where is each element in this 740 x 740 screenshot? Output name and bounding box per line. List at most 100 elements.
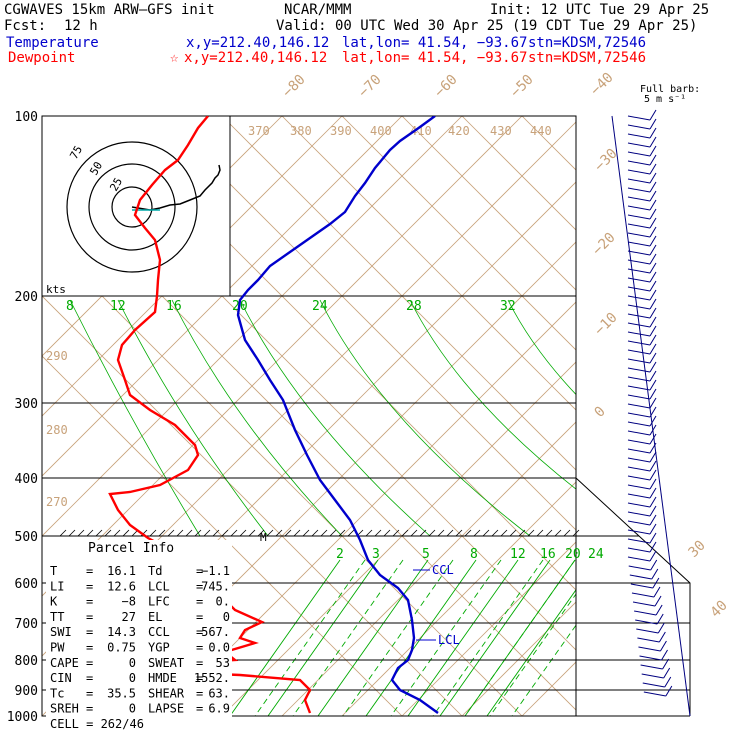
hatch-tick: [122, 529, 130, 537]
dewpoint-station: stn=KDSM,72546: [528, 50, 647, 66]
hatch-tick: [104, 529, 112, 537]
dry-adiabat-line: [221, 116, 576, 471]
mixing-ratio-line: [319, 299, 531, 537]
wind-barb-flag: [649, 370, 657, 382]
wind-barb-flag: [649, 172, 657, 184]
mixing-ratio-line: [171, 299, 343, 537]
hatch-tick: [302, 529, 310, 537]
wind-barb-flag: [665, 685, 673, 697]
wind-barb: [627, 394, 651, 400]
parcel-right-eq: =: [196, 595, 203, 609]
temperature-latlon: lat,lon= 41.54, −93.67: [342, 35, 528, 51]
hatch-tick: [266, 529, 274, 537]
wind-barb: [627, 547, 651, 553]
wind-barb: [627, 493, 651, 499]
parcel-right-eq: =: [196, 579, 203, 593]
theta-label: 430: [490, 124, 512, 138]
wind-barb-flag: [649, 145, 657, 157]
wind-barb-flag: [649, 253, 657, 265]
isotherm-line: [702, 76, 740, 716]
parcel-left-eq: =: [86, 641, 93, 655]
wind-barb-flag: [649, 541, 657, 553]
pressure-label: 900: [15, 684, 38, 699]
wind-barb-flag: [649, 460, 657, 472]
hatch-tick: [401, 529, 409, 537]
mixing-ratio-dashed: [342, 559, 454, 716]
hatch-tick: [464, 529, 472, 537]
isotherm-label: −10: [592, 310, 621, 339]
mixing-ratio-dashed: [511, 624, 576, 716]
wind-barb-flag: [649, 163, 657, 175]
wind-barb: [627, 538, 651, 544]
hatch-tick: [77, 529, 85, 537]
wind-barb-flag: [662, 658, 670, 670]
wind-barb: [627, 430, 651, 436]
wind-barb-flag: [649, 505, 657, 517]
parcel-left-value: 35.5: [107, 686, 136, 700]
parcel-left-key: PW: [50, 641, 65, 655]
wind-barb: [631, 592, 655, 598]
parcel-left-eq: =: [86, 702, 93, 716]
hatch-tick: [536, 529, 544, 537]
wind-barb: [628, 565, 651, 571]
mixing-ratio-dashed: [254, 559, 366, 716]
wind-barb: [627, 520, 651, 526]
wind-barb: [634, 610, 657, 616]
isotherm-label: 30: [686, 538, 709, 561]
wind-barb: [638, 646, 661, 652]
wind-barb: [627, 151, 651, 157]
hodograph-trace: [131, 164, 221, 211]
theta-label: 420: [448, 124, 470, 138]
wind-barb: [627, 403, 651, 409]
wind-barb: [643, 691, 666, 697]
wind-barb-flag: [649, 343, 657, 355]
mixing-ratio-label-lower: 8: [470, 547, 478, 562]
parcel-right-key: YGP: [148, 641, 170, 655]
wind-barb: [627, 340, 651, 346]
wind-barb-flag: [649, 433, 657, 445]
wind-barb: [627, 313, 651, 319]
wind-barb-flag: [649, 415, 657, 427]
hatch-tick: [392, 529, 400, 537]
wind-barb-flag: [649, 190, 657, 202]
hodograph-box: [41, 115, 231, 297]
hatch-tick: [473, 529, 481, 537]
parcel-right-eq: =: [196, 671, 203, 685]
level-marker-m: M: [260, 531, 267, 544]
pressure-label: 400: [15, 472, 38, 487]
theta-label: 380: [290, 124, 312, 138]
wind-barb: [636, 628, 659, 634]
mixing-ratio-label-upper: 12: [110, 299, 126, 314]
parcel-right-value: 0.: [216, 595, 230, 609]
wind-barb: [641, 673, 664, 679]
hatch-tick: [185, 529, 193, 537]
parcel-left-key: SWI: [50, 625, 72, 639]
parcel-left-value: 27: [122, 610, 136, 624]
parcel-right-key: Td: [148, 564, 162, 578]
hatch-tick: [455, 529, 463, 537]
temperature-station: stn=KDSM,72546: [528, 35, 647, 51]
isotherm-line: [161, 301, 576, 716]
hatch-tick: [194, 529, 202, 537]
parcel-panel-bg: [46, 540, 232, 720]
wind-barb: [627, 484, 651, 490]
wind-barb: [627, 304, 651, 310]
isotherm-line: [341, 481, 576, 716]
hatch-tick: [338, 529, 346, 537]
wind-barb-flag: [649, 199, 657, 211]
hatch-tick: [95, 529, 103, 537]
full-barb-label: Full barb:: [640, 84, 701, 95]
isotherm-label: 40: [708, 598, 731, 621]
hatch-tick: [347, 529, 355, 537]
parcel-left-value: −8: [122, 595, 136, 609]
mixing-ratio-dashed: [292, 559, 404, 716]
parcel-right-eq: =: [196, 641, 203, 655]
wind-barb-flag: [649, 271, 657, 283]
wind-barb: [627, 142, 651, 148]
wind-barb-flag: [649, 487, 657, 499]
parcel-left-key: CAPE: [50, 656, 79, 670]
parcel-left-value: 0: [129, 671, 136, 685]
wind-barb-flag: [661, 649, 668, 661]
dry-adiabat-line: [281, 116, 576, 411]
dewpoint-latlon: lat,lon= 41.54, −93.67: [342, 50, 528, 66]
